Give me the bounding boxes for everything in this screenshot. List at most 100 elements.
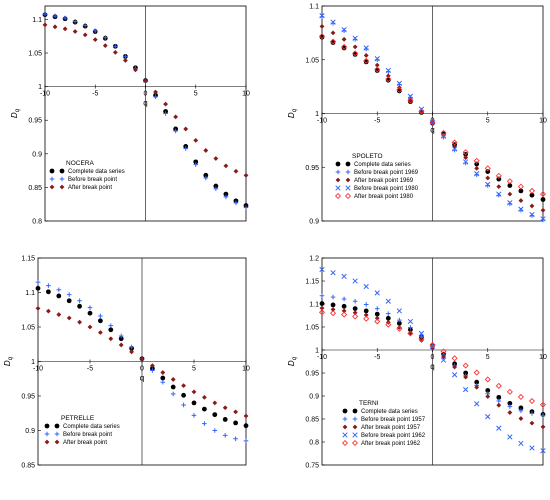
legend-entry: After break point [63, 440, 107, 446]
data-point [374, 318, 381, 325]
data-point [418, 108, 425, 115]
data-point [66, 292, 72, 297]
data-point [87, 305, 93, 310]
data-point [123, 58, 128, 63]
y-tick-label: 1 [31, 359, 35, 366]
legend-marker [342, 432, 348, 438]
data-point [529, 411, 535, 416]
data-point [429, 341, 436, 348]
data-point [474, 384, 480, 390]
data-point [507, 400, 513, 406]
data-point [193, 159, 199, 165]
legend-title: NOCERA [66, 160, 94, 167]
data-point [35, 285, 41, 291]
data-point [108, 327, 114, 333]
data-point [330, 30, 336, 36]
data-point [440, 348, 447, 355]
data-point [143, 78, 148, 83]
data-point [92, 37, 98, 42]
data-point [87, 324, 93, 330]
data-point [330, 294, 336, 300]
y-tick-label: 0.9 [32, 151, 42, 158]
y-tick-label: 1.2 [309, 256, 319, 263]
data-point [330, 302, 336, 308]
legend-marker [59, 184, 65, 190]
y-tick-label: 0.85 [21, 463, 35, 470]
data-point [374, 315, 380, 321]
data-point [223, 191, 229, 197]
data-point [352, 50, 359, 57]
data-point [98, 318, 103, 324]
data-point [385, 67, 391, 74]
y-axis-label: Dq [3, 356, 14, 366]
data-point [318, 33, 326, 40]
data-point [451, 372, 458, 378]
y-axis-label-subscript: q [292, 108, 298, 112]
legend: PETRELLE Complete data series Before break… [44, 415, 120, 446]
x-tick-label: 0 [140, 366, 144, 373]
data-point [385, 321, 392, 328]
chart-panel-terni: 0.75 0.8 0.85 0.9 0.95 1 1.05 1.1 1.15 1.2 -10 -5 0 5… [287, 256, 547, 470]
data-point [484, 376, 491, 383]
data-point [341, 311, 348, 318]
data-point [374, 290, 380, 296]
data-point [170, 377, 176, 382]
y-tick-label: 0.9 [309, 394, 319, 401]
data-point [408, 331, 413, 336]
data-point [66, 298, 72, 304]
data-point [233, 200, 239, 206]
data-point [191, 389, 197, 395]
series-3 [319, 266, 546, 454]
legend-marker [352, 408, 358, 414]
x-tick-label: 10 [539, 354, 547, 361]
legend-marker [345, 169, 351, 175]
data-point [330, 270, 336, 276]
data-point [108, 336, 114, 342]
x-tick-label: 5 [194, 91, 198, 98]
data-point [243, 423, 249, 429]
legend-entry: Before break point 1969 [354, 170, 419, 176]
data-point [396, 88, 402, 94]
y-tick-label: 0.95 [21, 394, 35, 401]
data-point [374, 306, 380, 311]
series-2 [42, 22, 249, 178]
data-point [495, 382, 502, 389]
data-point [56, 287, 62, 293]
data-point [341, 43, 348, 50]
x-tick-label: -10 [317, 354, 327, 361]
data-point [66, 315, 72, 321]
data-point [77, 298, 82, 304]
data-point [352, 278, 358, 284]
data-point [352, 51, 358, 57]
legend-marker [44, 423, 50, 429]
data-point [118, 336, 124, 342]
y-tick-label: 1.15 [305, 279, 319, 286]
data-point [386, 311, 391, 316]
y-tick-label: 1.1 [309, 302, 319, 309]
data-point [540, 424, 546, 430]
y-tick-label: 0.95 [28, 118, 42, 125]
data-point [474, 171, 480, 177]
data-point [319, 266, 325, 273]
y-tick-label: 0.8 [309, 440, 319, 447]
data-point [341, 45, 347, 51]
y-tick-label: 1.15 [21, 256, 35, 263]
data-point [474, 379, 480, 385]
x-tick-label: 10 [242, 366, 250, 373]
data-point [540, 207, 546, 213]
data-point [42, 22, 48, 28]
data-point [223, 163, 229, 169]
data-point [213, 156, 219, 161]
legend-marker [352, 432, 358, 438]
legend-title: TERNI [359, 400, 379, 407]
y-tick-label: 1.1 [309, 4, 319, 11]
data-point [35, 305, 41, 311]
data-point [352, 44, 358, 50]
x-tick-label: 0 [144, 91, 148, 98]
data-point [430, 120, 435, 126]
data-point [540, 413, 546, 418]
data-point [540, 448, 546, 454]
data-point [462, 149, 469, 156]
legend: NOCERA Complete data series Before break p… [49, 160, 125, 191]
y-tick-label: 0.8 [32, 219, 42, 226]
